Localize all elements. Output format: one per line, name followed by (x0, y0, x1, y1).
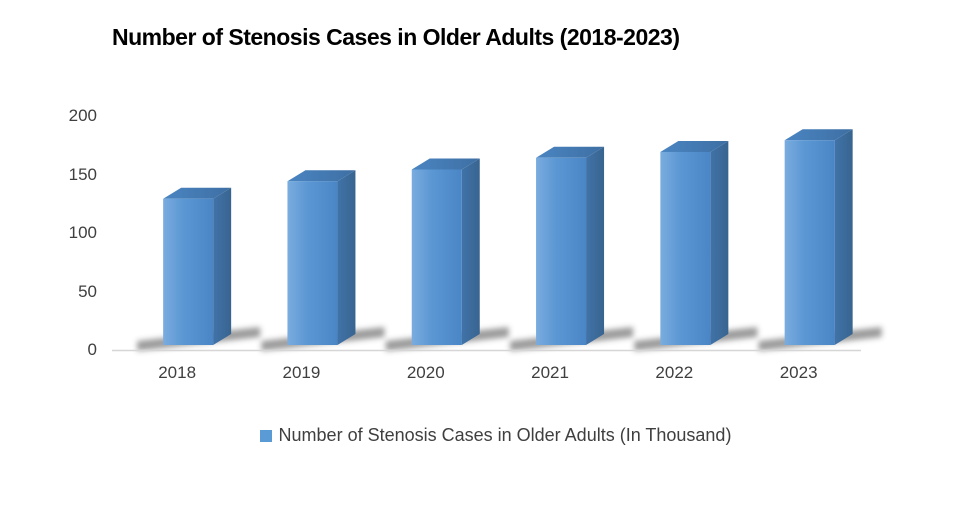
bar-front-face (784, 140, 835, 345)
bar-top-face (163, 187, 232, 199)
bar-2019 (287, 170, 356, 345)
bar-top-face (287, 170, 356, 182)
y-axis-tick-label: 50 (78, 281, 97, 301)
chart-title: Number of Stenosis Cases in Older Adults… (112, 24, 680, 50)
bar-side-face (710, 140, 729, 345)
bar-side-face (586, 146, 605, 345)
y-axis-tick-label: 0 (87, 340, 97, 359)
bar-front-face (163, 198, 214, 345)
bar-2020 (411, 158, 480, 345)
legend-swatch-icon (259, 430, 272, 442)
bar-top-face (784, 129, 853, 141)
bar-side-face (213, 187, 232, 345)
x-axis-tick-label: 2019 (282, 363, 321, 382)
bar-front-face (411, 169, 462, 345)
bar-top-face (660, 140, 729, 152)
y-axis-tick-label: 100 (68, 223, 97, 242)
bar-side-face (461, 158, 480, 345)
bar-front-face (660, 151, 711, 345)
bar-side-face (834, 129, 853, 345)
legend-label: Number of Stenosis Cases in Older Adults… (278, 425, 732, 445)
y-axis-tick-label: 150 (68, 164, 97, 184)
x-axis-tick-label: 2022 (655, 363, 694, 382)
bar-front-face (536, 157, 587, 345)
x-axis-tick-label: 2018 (158, 363, 197, 382)
bar-top-face (536, 146, 605, 158)
bar-top-face (411, 158, 480, 170)
bar-2022 (660, 140, 729, 345)
x-axis-tick-label: 2021 (531, 363, 569, 382)
bar-2018 (163, 187, 232, 345)
bar-2023 (784, 129, 853, 345)
x-axis-tick-label: 2020 (406, 363, 445, 382)
y-axis-tick-label: 200 (68, 106, 97, 125)
bar-front-face (287, 181, 338, 345)
bar-side-face (337, 170, 356, 345)
legend: Number of Stenosis Cases in Older Adults… (0, 425, 953, 446)
bar-2021 (536, 146, 605, 345)
x-axis-tick-label: 2023 (779, 363, 818, 382)
